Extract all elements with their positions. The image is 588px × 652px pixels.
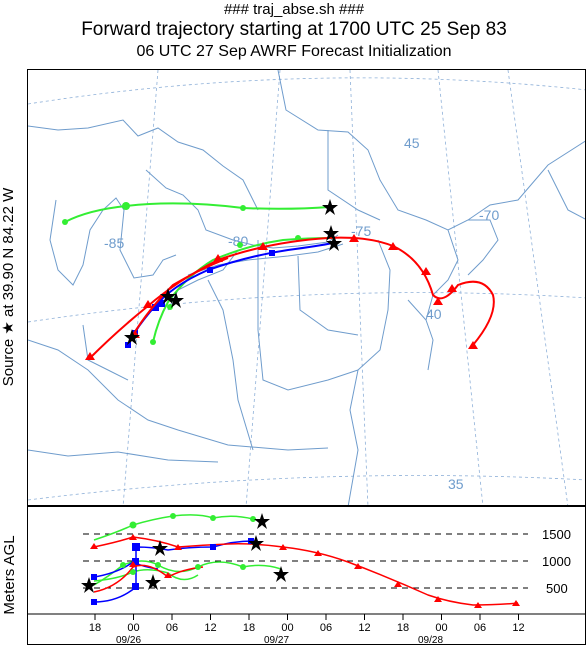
agl-star-6 <box>81 577 97 593</box>
trajectory-map: 45 -70 -75 -80 -85 40 35 <box>27 69 586 506</box>
agl-star-1 <box>254 513 270 529</box>
agl-star-4 <box>273 566 289 582</box>
time-tick-label: 00 <box>127 622 139 634</box>
script-title: ### traj_abse.sh ### <box>223 1 365 18</box>
time-tick-label: 00 <box>281 622 293 634</box>
land-borders <box>28 70 585 505</box>
time-tick-label: 00 <box>435 622 447 634</box>
altitude-panel: 1500 1000 500 <box>27 506 586 645</box>
level-label-1500: 1500 <box>542 527 571 542</box>
star-end-3 <box>326 235 342 251</box>
green-markers <box>62 202 301 345</box>
agl-star-5 <box>145 574 161 590</box>
date-label-0927: 09/27 <box>264 635 289 645</box>
graticule <box>28 70 585 505</box>
agl-star-3 <box>248 535 264 551</box>
grid-label-lat40: 40 <box>426 306 442 322</box>
time-tick-label: 18 <box>243 622 255 634</box>
level-label-1000: 1000 <box>542 554 571 569</box>
date-label-0928: 09/28 <box>418 635 443 645</box>
time-tick-label: 06 <box>320 622 332 634</box>
time-tick-label: 06 <box>166 622 178 634</box>
level-labels: 1500 1000 500 <box>542 527 571 596</box>
red-markers <box>85 234 478 360</box>
star-source-1 <box>160 288 176 304</box>
altitude-markers <box>90 513 520 608</box>
grid-label-lon85: -85 <box>104 235 124 251</box>
star-source-3 <box>124 329 140 345</box>
trajectory-title: Forward trajectory starting at 1700 UTC … <box>81 19 507 40</box>
time-tick-label: 18 <box>397 622 409 634</box>
grid-label-lat35: 35 <box>448 476 464 492</box>
red-trajectories <box>89 236 495 359</box>
star-end-2 <box>323 225 339 241</box>
time-ticks <box>94 614 519 620</box>
grid-label-lat45: 45 <box>404 135 420 151</box>
altitude-canvas: 1500 1000 500 <box>28 513 585 645</box>
source-location-label: Source ★ at 39.90 N 84.22 W <box>0 187 17 387</box>
time-tick-label: 12 <box>204 622 216 634</box>
time-tick-label: 12 <box>512 622 524 634</box>
forecast-init-subtitle: 06 UTC 27 Sep AWRF Forecast Initializati… <box>136 43 452 60</box>
agl-axis-label: Meters AGL <box>1 535 18 615</box>
map-canvas: 45 -70 -75 -80 -85 40 35 <box>28 70 585 505</box>
blue-markers <box>125 250 275 348</box>
grid-label-lon80: -80 <box>228 233 248 249</box>
level-label-500: 500 <box>546 581 568 596</box>
time-tick-label: 18 <box>89 622 101 634</box>
date-labels: 09/26 09/27 09/28 <box>116 635 443 645</box>
grid-labels: 45 -70 -75 -80 -85 40 35 <box>104 135 499 492</box>
date-label-0926: 09/26 <box>116 635 141 645</box>
star-end-1 <box>322 199 338 215</box>
level-lines <box>83 533 528 589</box>
blue-trajectories <box>127 242 334 346</box>
agl-star-2 <box>152 540 168 556</box>
altitude-stars <box>81 513 289 593</box>
source-stars <box>124 199 342 345</box>
star-source-2 <box>168 292 184 308</box>
time-tick-label: 12 <box>358 622 370 634</box>
green-trajectories <box>64 202 334 343</box>
altitude-traces <box>93 514 519 606</box>
grid-label-lon75: -75 <box>351 223 371 239</box>
grid-label-lon70: -70 <box>479 207 499 223</box>
time-tick-label: 06 <box>474 622 486 634</box>
time-tick-labels: 18 00 06 12 18 00 06 12 18 00 06 12 <box>89 622 525 634</box>
